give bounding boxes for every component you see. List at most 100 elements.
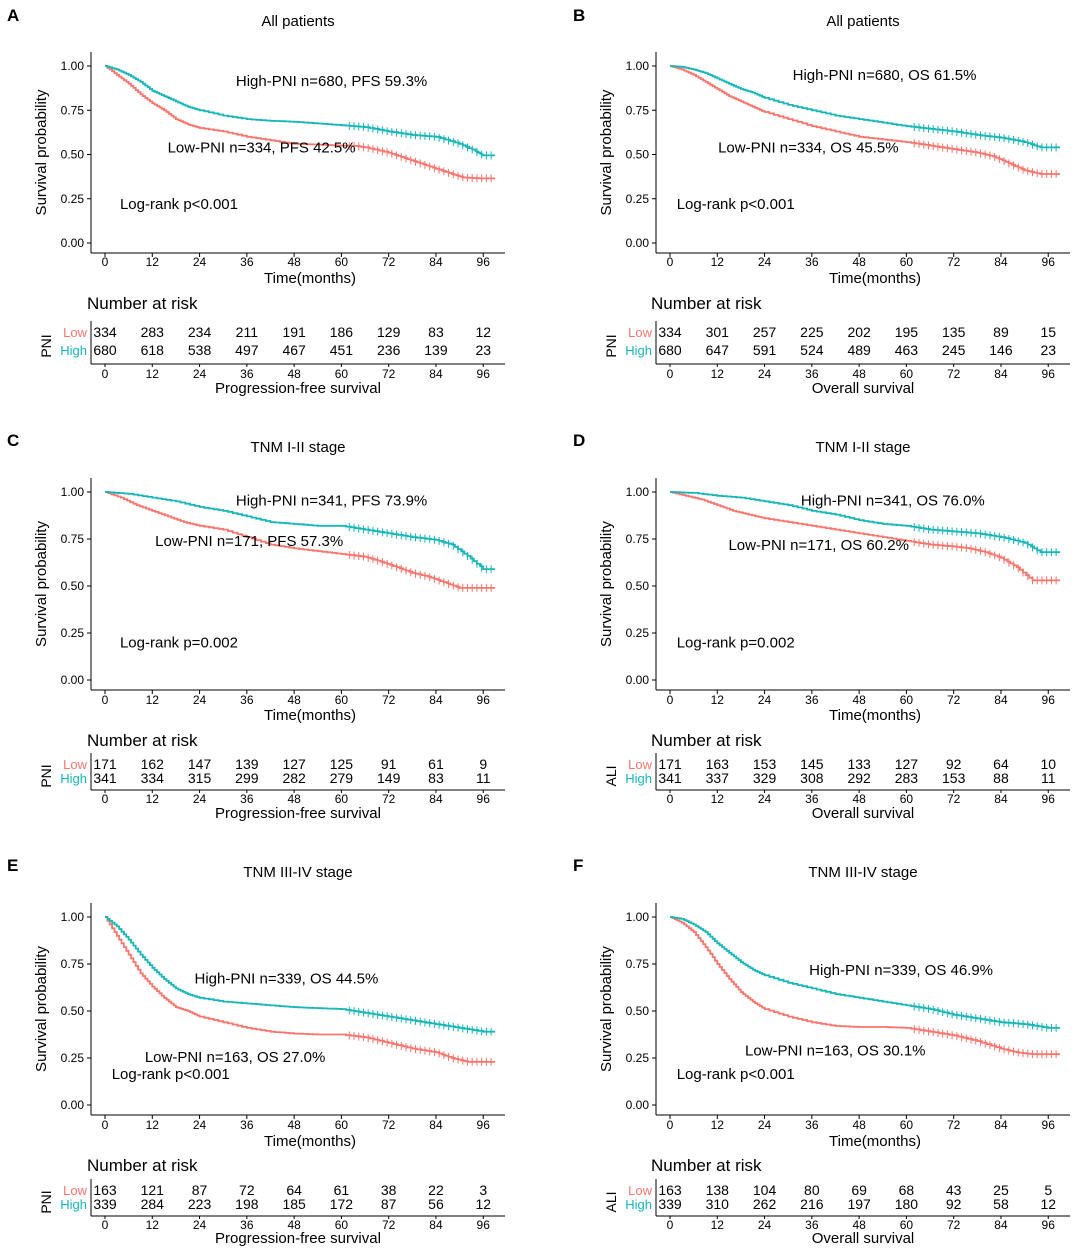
- risk-count-high: 23: [475, 342, 491, 358]
- x-tick-label: 96: [1042, 693, 1056, 707]
- risk-count-high: 341: [93, 770, 117, 786]
- risk-x-tick-label: 36: [805, 792, 819, 806]
- y-tick-label: 0.25: [61, 192, 85, 206]
- risk-count-high: 58: [993, 1196, 1009, 1212]
- y-axis-label: Survival probability: [33, 946, 50, 1072]
- km-curve-high-pni: [105, 491, 496, 570]
- y-axis-label: Survival probability: [33, 89, 50, 215]
- risk-x-tick-label: 72: [947, 1218, 961, 1232]
- x-tick-label: 0: [667, 693, 674, 707]
- x-tick-label: 60: [900, 255, 914, 269]
- risk-high-label: High: [60, 771, 87, 786]
- risk-count-high: 23: [1040, 342, 1056, 358]
- risk-x-tick-label: 36: [805, 1218, 819, 1232]
- risk-x-tick-label: 72: [382, 792, 396, 806]
- risk-count-low: 64: [993, 756, 1009, 772]
- risk-x-tick-label: 12: [711, 792, 725, 806]
- risk-count-high: 56: [428, 1196, 444, 1212]
- x-tick-label: 24: [193, 1118, 207, 1132]
- risk-count-low: 171: [93, 756, 117, 772]
- annotation-high: High-PNI n=341, PFS 73.9%: [236, 493, 427, 510]
- risk-count-high: 292: [847, 770, 871, 786]
- risk-caption: Overall survival: [812, 1230, 915, 1247]
- y-tick-label: 0.75: [626, 532, 650, 546]
- km-curve-high-pni: [105, 65, 496, 157]
- risk-count-low: 195: [895, 324, 919, 340]
- y-tick-label: 0.50: [626, 579, 650, 593]
- km-curve-high-pni: [670, 491, 1061, 554]
- x-axis-label: Time(months): [264, 270, 356, 287]
- risk-strata-label: PNI: [38, 1190, 54, 1213]
- risk-x-tick-label: 12: [711, 1218, 725, 1232]
- panel-b: B All patients 0.00 0.25 0.50 0.75 1.00 Surviva…: [573, 6, 1070, 397]
- annotation-low: Low-PNI n=163, OS 30.1%: [745, 1043, 926, 1060]
- risk-count-high: 172: [330, 1196, 354, 1212]
- risk-count-high: 524: [800, 342, 824, 358]
- x-tick-label: 24: [758, 1118, 772, 1132]
- panel-letter: B: [573, 6, 585, 25]
- risk-count-low: 9: [479, 756, 487, 772]
- risk-count-low: 202: [847, 324, 871, 340]
- x-tick-label: 24: [758, 693, 772, 707]
- y-tick-label: 0.75: [626, 957, 650, 971]
- x-tick-label: 24: [193, 693, 207, 707]
- x-tick-label: 0: [102, 693, 109, 707]
- panel-letter: C: [7, 431, 19, 450]
- x-tick-label: 0: [102, 1118, 109, 1132]
- x-tick-label: 84: [994, 1118, 1008, 1132]
- km-curve-low-pni: [105, 916, 496, 1063]
- annotation-high: High-PNI n=339, OS 44.5%: [195, 971, 379, 988]
- x-tick-label: 36: [805, 1118, 819, 1132]
- risk-count-low: 153: [753, 756, 777, 772]
- y-tick-label: 1.00: [626, 485, 650, 499]
- risk-count-low: 127: [895, 756, 919, 772]
- risk-x-tick-label: 24: [193, 367, 207, 381]
- risk-x-tick-label: 12: [146, 792, 160, 806]
- risk-count-low: 301: [706, 324, 730, 340]
- risk-count-low: 22: [428, 1182, 444, 1198]
- km-curve-low-pni: [105, 491, 496, 589]
- risk-count-low: 12: [475, 324, 491, 340]
- x-tick-label: 36: [805, 255, 819, 269]
- risk-count-low: 10: [1040, 756, 1056, 772]
- y-tick-label: 1.00: [61, 485, 85, 499]
- risk-x-tick-label: 84: [429, 367, 443, 381]
- x-tick-label: 96: [1042, 255, 1056, 269]
- y-tick-label: 0.00: [626, 673, 650, 687]
- risk-count-low: 163: [658, 1182, 682, 1198]
- x-tick-label: 12: [711, 693, 725, 707]
- risk-count-high: 87: [381, 1196, 397, 1212]
- risk-high-label: High: [625, 1197, 652, 1212]
- x-tick-label: 36: [240, 255, 254, 269]
- x-tick-label: 60: [900, 693, 914, 707]
- risk-x-tick-label: 48: [852, 1218, 866, 1232]
- risk-count-high: 337: [706, 770, 730, 786]
- x-tick-label: 12: [711, 255, 725, 269]
- chart-title: TNM I-II stage: [815, 439, 910, 456]
- risk-count-low: 186: [330, 324, 354, 340]
- risk-count-high: 223: [188, 1196, 212, 1212]
- risk-count-high: 83: [428, 770, 444, 786]
- risk-low-label: Low: [63, 325, 87, 340]
- risk-x-tick-label: 0: [667, 1218, 674, 1232]
- risk-count-low: 68: [899, 1182, 915, 1198]
- risk-count-high: 308: [800, 770, 824, 786]
- x-tick-label: 0: [102, 255, 109, 269]
- risk-low-label: Low: [63, 1183, 87, 1198]
- risk-count-high: 315: [188, 770, 212, 786]
- risk-count-low: 145: [800, 756, 824, 772]
- annotation-low: Low-PNI n=334, PFS 42.5%: [168, 140, 356, 157]
- risk-count-low: 234: [188, 324, 212, 340]
- risk-x-tick-label: 84: [429, 792, 443, 806]
- x-tick-label: 96: [477, 693, 491, 707]
- risk-x-tick-label: 12: [711, 367, 725, 381]
- x-tick-label: 96: [477, 255, 491, 269]
- km-curve-low-pni: [670, 65, 1061, 175]
- annotation-logrank: Log-rank p<0.001: [677, 196, 795, 213]
- y-tick-label: 0.00: [61, 236, 85, 250]
- risk-x-tick-label: 36: [805, 367, 819, 381]
- x-tick-label: 84: [429, 255, 443, 269]
- risk-x-tick-label: 24: [193, 792, 207, 806]
- risk-x-tick-label: 48: [287, 367, 301, 381]
- risk-count-high: 245: [942, 342, 966, 358]
